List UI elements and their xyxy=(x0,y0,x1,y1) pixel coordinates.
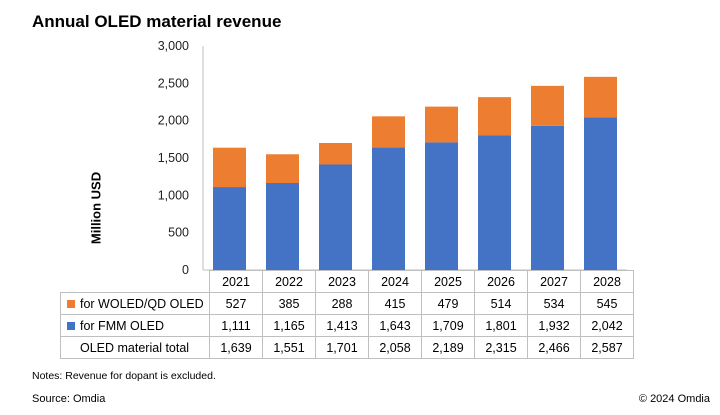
total-value-cell: 2,058 xyxy=(368,336,422,359)
total-row-label: OLED material total xyxy=(60,336,210,359)
woled-value-cell: 415 xyxy=(368,292,422,315)
year-header-row: 2021 2022 2023 2024 2025 2026 2027 2028 xyxy=(61,270,634,293)
y-tick-label: 500 xyxy=(168,226,189,240)
year-cell: 2028 xyxy=(580,270,634,293)
chart-title: Annual OLED material revenue xyxy=(32,12,282,31)
total-value-cell: 1,639 xyxy=(209,336,263,359)
year-cell: 2023 xyxy=(315,270,369,293)
fmm-value-cell: 2,042 xyxy=(580,314,634,337)
year-cell: 2022 xyxy=(262,270,316,293)
y-tick-label: 3,000 xyxy=(158,39,189,53)
fmm-value-cell: 1,801 xyxy=(474,314,528,337)
stacked-bar-chart: 0 500 1,000 1,500 2,000 2,500 3,000 xyxy=(158,39,627,275)
source: Source: Omdia xyxy=(32,393,106,405)
woled-legend-key xyxy=(67,299,75,308)
woled-value-cell: 534 xyxy=(527,292,581,315)
bar-fmm-oled xyxy=(478,135,511,270)
total-value-cell: 2,466 xyxy=(527,336,581,359)
copyright: © 2024 Omdia xyxy=(638,393,710,405)
y-axis-ticks: 0 500 1,000 1,500 2,000 2,500 3,000 xyxy=(158,39,189,275)
fmm-legend-label: for FMM OLED xyxy=(80,318,165,333)
woled-legend-label: for WOLED/QD OLED xyxy=(80,296,204,311)
total-value-cell: 2,587 xyxy=(580,336,634,359)
y-tick-label: 2,000 xyxy=(158,114,189,128)
notes: Notes: Revenue for dopant is excluded. xyxy=(32,370,216,382)
total-label: OLED material total xyxy=(80,340,190,355)
bar-fmm-oled xyxy=(425,142,458,270)
total-row: OLED material total 1,639 1,551 1,701 2,058… xyxy=(60,336,634,359)
woled-value-cell: 479 xyxy=(421,292,475,315)
woled-value-cell: 385 xyxy=(262,292,316,315)
woled-value-cell: 527 xyxy=(209,292,263,315)
bar-fmm-oled xyxy=(266,183,299,270)
woled-value-cell: 545 xyxy=(580,292,634,315)
total-value-cell: 2,315 xyxy=(474,336,528,359)
y-tick-label: 0 xyxy=(182,263,189,275)
fmm-legend-key xyxy=(67,321,75,330)
fmm-value-cell: 1,709 xyxy=(421,314,475,337)
bar-woled-qd-oled xyxy=(531,85,564,126)
woled-value-cell: 288 xyxy=(315,292,369,315)
bar-fmm-oled xyxy=(584,117,617,270)
year-cell: 2027 xyxy=(527,270,581,293)
total-value-cell: 2,189 xyxy=(421,336,475,359)
fmm-value-cell: 1,932 xyxy=(527,314,581,337)
woled-row-label: for WOLED/QD OLED xyxy=(60,292,210,315)
bar-woled-qd-oled xyxy=(213,147,246,188)
bar-woled-qd-oled xyxy=(372,116,405,148)
total-value-cell: 1,551 xyxy=(262,336,316,359)
fmm-value-cell: 1,643 xyxy=(368,314,422,337)
fmm-value-cell: 1,413 xyxy=(315,314,369,337)
fmm-value-cell: 1,165 xyxy=(262,314,316,337)
bar-woled-qd-oled xyxy=(425,106,458,143)
bar-fmm-oled xyxy=(372,147,405,270)
year-cell: 2021 xyxy=(209,270,263,293)
fmm-row-label: for FMM OLED xyxy=(60,314,210,337)
year-cell: 2025 xyxy=(421,270,475,293)
woled-value-cell: 514 xyxy=(474,292,528,315)
woled-row: for WOLED/QD OLED 527 385 288 415 479 514 534 5… xyxy=(60,292,634,315)
bar-woled-qd-oled xyxy=(266,154,299,184)
bar-fmm-oled xyxy=(319,164,352,270)
bar-fmm-oled xyxy=(213,187,246,270)
data-table: 2021 2022 2023 2024 2025 2026 2027 2028 for WOL… xyxy=(60,270,634,359)
bar-woled-qd-oled xyxy=(319,142,352,165)
bars xyxy=(213,76,617,270)
y-tick-label: 2,500 xyxy=(158,76,189,90)
year-cell: 2026 xyxy=(474,270,528,293)
bar-woled-qd-oled xyxy=(478,97,511,136)
total-legend-spacer xyxy=(67,344,75,352)
y-tick-label: 1,000 xyxy=(158,188,189,202)
fmm-row: for FMM OLED 1,111 1,165 1,413 1,643 1,709 1,… xyxy=(60,314,634,337)
fmm-value-cell: 1,111 xyxy=(209,314,263,337)
y-tick-label: 1,500 xyxy=(158,151,189,165)
bar-fmm-oled xyxy=(531,125,564,270)
table-corner xyxy=(61,271,210,293)
bar-woled-qd-oled xyxy=(584,76,617,118)
year-cell: 2024 xyxy=(368,270,422,293)
total-value-cell: 1,701 xyxy=(315,336,369,359)
